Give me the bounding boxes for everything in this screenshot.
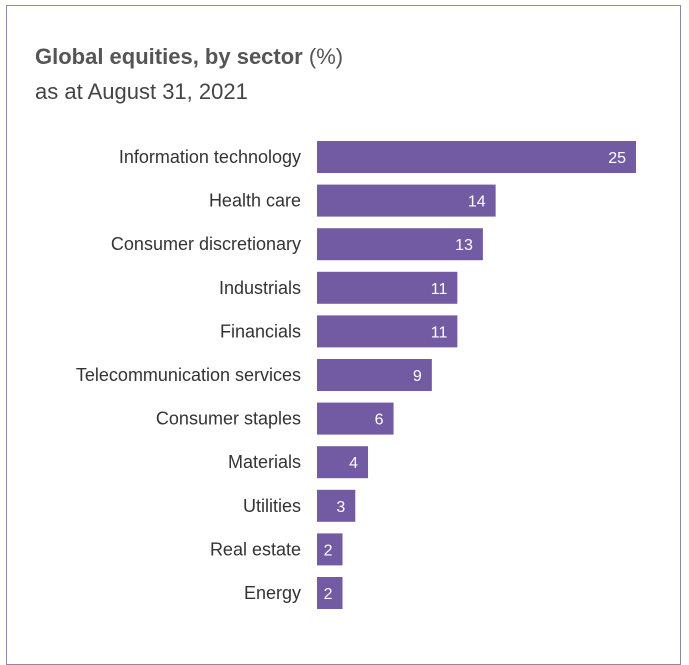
- chart-title-text: Global equities, by sector: [35, 44, 303, 69]
- chart-subtitle: as at August 31, 2021: [35, 79, 248, 104]
- value-label: 13: [455, 237, 473, 254]
- bar-health-care: [317, 184, 496, 217]
- bar-materials: [317, 446, 369, 479]
- value-label: 11: [431, 324, 448, 341]
- category-label: Industrials: [219, 278, 301, 298]
- bar-telecommunication-services: [317, 359, 432, 391]
- value-label: 4: [349, 455, 358, 472]
- value-label: 11: [431, 281, 448, 298]
- chart-title-unit: (%): [308, 44, 344, 69]
- bar-energy: [317, 577, 343, 609]
- category-label: Information technology: [119, 147, 301, 167]
- bar-consumer-discretionary: [317, 228, 483, 261]
- sector-bar-chart: Information technology 25 Health care 14 Con…: [76, 141, 636, 609]
- category-label: Materials: [228, 452, 301, 472]
- value-label: 9: [413, 368, 422, 385]
- category-label: Consumer discretionary: [111, 234, 301, 254]
- category-label: Real estate: [210, 539, 301, 559]
- category-label: Energy: [244, 583, 301, 603]
- category-label: Financials: [220, 321, 301, 341]
- bar-utilities: [317, 489, 356, 522]
- chart-title: Global equities, by sector (%): [35, 44, 343, 70]
- value-label: 2: [324, 586, 333, 603]
- bar-real-estate: [317, 533, 343, 566]
- value-label: 25: [608, 150, 626, 167]
- bar-industrials: [317, 271, 458, 304]
- value-label: 2: [324, 542, 333, 559]
- bar-consumer-staples: [317, 402, 394, 435]
- category-label: Utilities: [243, 496, 301, 516]
- category-label: Telecommunication services: [76, 365, 301, 385]
- value-label: 14: [468, 194, 486, 211]
- bar-information-technology: [317, 141, 636, 173]
- value-label: 3: [336, 499, 345, 516]
- category-label: Consumer staples: [156, 409, 301, 429]
- category-label: Health care: [209, 191, 301, 211]
- value-label: 6: [375, 412, 384, 429]
- bar-financials: [317, 315, 458, 348]
- chart-card: Global equities, by sector (%) as at Aug…: [6, 5, 681, 665]
